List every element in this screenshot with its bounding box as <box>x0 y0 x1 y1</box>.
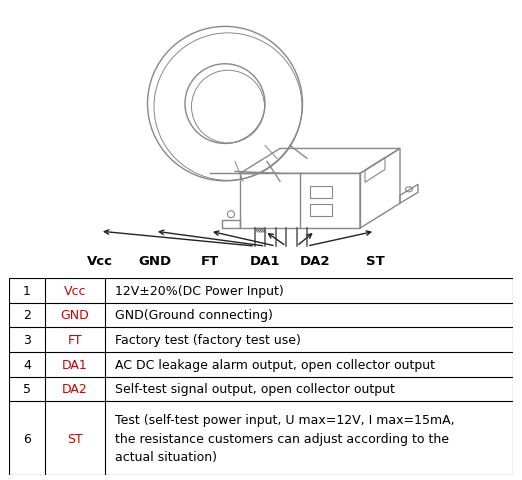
Text: AC DC leakage alarm output, open collector output: AC DC leakage alarm output, open collect… <box>115 358 435 371</box>
Text: the resistance customers can adjust according to the: the resistance customers can adjust acco… <box>115 432 449 445</box>
Text: GND: GND <box>138 254 172 267</box>
Text: 3: 3 <box>23 334 31 347</box>
Text: 5: 5 <box>23 383 31 396</box>
Text: FT: FT <box>201 254 219 267</box>
Text: Vcc: Vcc <box>87 254 113 267</box>
Text: 12V±20%(DC Power Input): 12V±20%(DC Power Input) <box>115 284 284 297</box>
Text: DA1: DA1 <box>62 358 88 371</box>
Text: GND: GND <box>61 309 89 322</box>
Text: DA2: DA2 <box>62 383 88 396</box>
Text: Self-test signal output, open collector output: Self-test signal output, open collector … <box>115 383 395 396</box>
Text: DA2: DA2 <box>300 254 330 267</box>
Text: ST: ST <box>67 432 82 445</box>
Bar <box>240 174 360 228</box>
Text: 4: 4 <box>23 358 31 371</box>
Text: 2: 2 <box>23 309 31 322</box>
Text: Factory test (factory test use): Factory test (factory test use) <box>115 334 301 347</box>
Text: Test (self-test power input, U max=12V, I max=15mA,: Test (self-test power input, U max=12V, … <box>115 413 455 426</box>
Text: ST: ST <box>365 254 384 267</box>
Text: actual situation): actual situation) <box>115 450 217 463</box>
Text: GND(Ground connecting): GND(Ground connecting) <box>115 309 273 322</box>
Text: 6: 6 <box>23 432 31 445</box>
Text: FT: FT <box>67 334 82 347</box>
Text: DA1: DA1 <box>250 254 280 267</box>
Text: Vcc: Vcc <box>64 284 86 297</box>
Bar <box>310 187 332 199</box>
Bar <box>310 205 332 217</box>
Text: 1: 1 <box>23 284 31 297</box>
